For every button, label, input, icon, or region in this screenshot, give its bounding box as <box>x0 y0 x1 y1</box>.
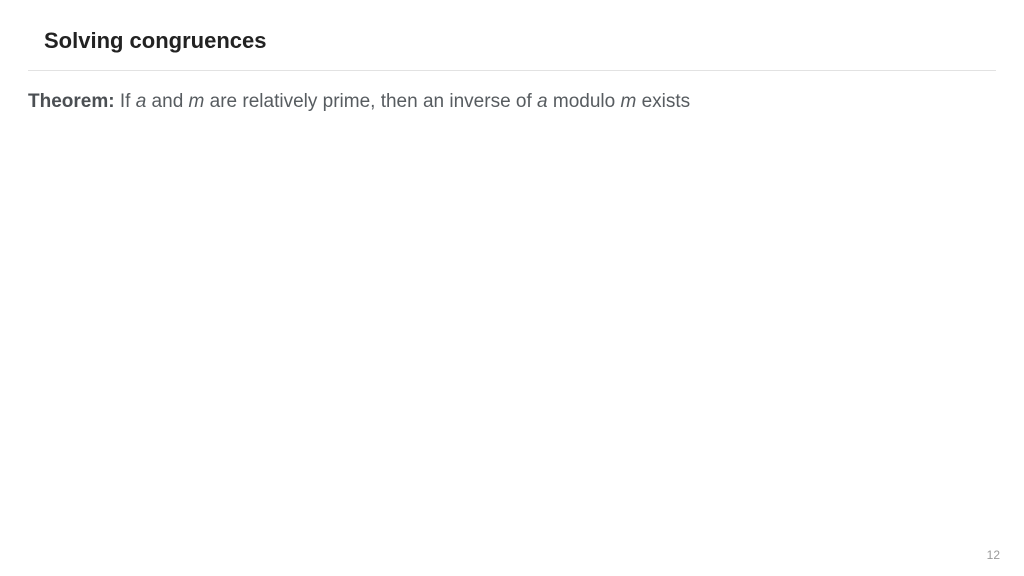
theorem-part-2: and <box>146 91 188 112</box>
theorem-part-1: If <box>120 91 136 112</box>
theorem-var-m-1: m <box>189 91 205 112</box>
theorem-var-a-2: a <box>537 91 548 112</box>
slide-title: Solving congruences <box>44 28 996 54</box>
theorem-part-5: exists <box>636 91 690 112</box>
page-number: 12 <box>987 548 1000 562</box>
theorem-var-a-1: a <box>136 91 147 112</box>
slide-title-container: Solving congruences <box>0 0 1024 54</box>
theorem-var-m-2: m <box>621 91 637 112</box>
theorem-label: Theorem: <box>28 91 115 112</box>
theorem-part-4: modulo <box>548 91 621 112</box>
theorem-part-3: are relatively prime, then an inverse of <box>204 91 537 112</box>
theorem-line: Theorem: If a and m are relatively prime… <box>0 71 1024 115</box>
